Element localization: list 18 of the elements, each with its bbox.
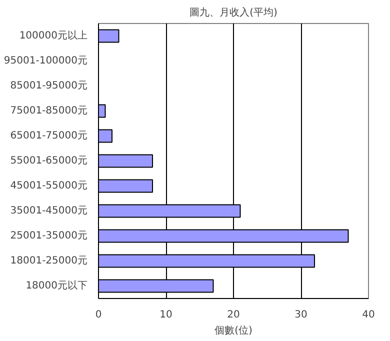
x-axis-title: 個數(位) xyxy=(214,324,252,336)
y-tick-label: 25001-35000元 xyxy=(10,230,88,242)
x-tick-label: 0 xyxy=(95,310,102,320)
y-tick-label: 75001-85000元 xyxy=(10,106,88,116)
y-tick-label: 18001-25000元 xyxy=(10,256,88,266)
y-tick-label: 65001-75000元 xyxy=(10,130,88,142)
y-tick-label: 85001-95000元 xyxy=(10,80,88,92)
x-tick-label: 20 xyxy=(227,310,240,320)
y-tick-label: 45001-55000元 xyxy=(10,180,88,192)
y-tick-label: 35001-45000元 xyxy=(10,206,88,216)
chart-title: 圖九、月收入(平均) xyxy=(190,6,278,18)
x-tick-label: 30 xyxy=(294,310,308,320)
y-tick-label: 95001-100000元 xyxy=(4,56,88,66)
x-tick-label: 40 xyxy=(362,310,375,320)
y-tick-label: 55001-65000元 xyxy=(10,156,88,166)
x-tick-label: 10 xyxy=(160,310,172,320)
y-tick-label: 100000元以上 xyxy=(19,30,88,42)
y-tick-label: 18000元以下 xyxy=(26,280,88,292)
